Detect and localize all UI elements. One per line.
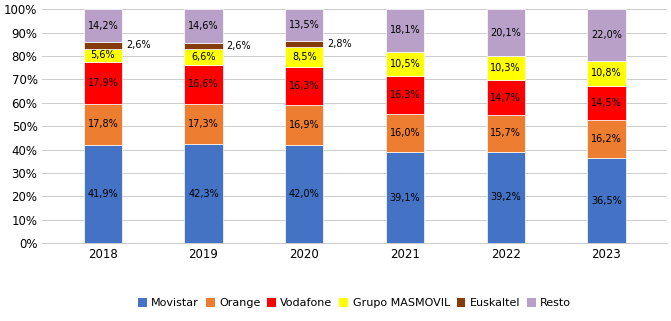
Text: 2,6%: 2,6% [126, 40, 150, 50]
Bar [84, 103, 122, 145]
Text: 8,5%: 8,5% [292, 52, 317, 62]
Bar [84, 62, 122, 103]
Bar [185, 43, 223, 49]
Text: 15,7%: 15,7% [491, 128, 521, 138]
Text: 18,1%: 18,1% [390, 25, 420, 35]
Bar [84, 9, 122, 42]
Bar [587, 120, 625, 158]
Text: 16,3%: 16,3% [289, 81, 319, 91]
Text: 39,2%: 39,2% [491, 192, 521, 203]
Bar [285, 67, 323, 105]
Bar [285, 9, 323, 41]
Text: 2,6%: 2,6% [227, 41, 252, 51]
Bar [486, 115, 525, 152]
Text: 16,9%: 16,9% [289, 120, 319, 130]
Text: 10,8%: 10,8% [591, 68, 622, 78]
Text: 13,5%: 13,5% [289, 20, 319, 30]
Text: 17,3%: 17,3% [188, 119, 219, 129]
Text: 16,3%: 16,3% [390, 90, 420, 100]
Text: 14,6%: 14,6% [189, 21, 219, 31]
Bar [386, 9, 424, 52]
Bar [386, 52, 424, 76]
Text: 14,5%: 14,5% [591, 98, 622, 108]
Bar [386, 152, 424, 243]
Bar [386, 114, 424, 152]
Bar [185, 104, 223, 144]
Legend: Movistar, Orange, Vodafone, Grupo MASMOVIL, Euskaltel, Resto: Movistar, Orange, Vodafone, Grupo MASMOV… [134, 294, 576, 313]
Text: 39,1%: 39,1% [390, 193, 420, 203]
Text: 42,3%: 42,3% [188, 189, 219, 199]
Text: 20,1%: 20,1% [491, 28, 521, 38]
Text: 2,8%: 2,8% [327, 39, 352, 49]
Bar [587, 86, 625, 120]
Text: 14,7%: 14,7% [491, 92, 521, 102]
Bar [587, 9, 625, 61]
Bar [486, 152, 525, 243]
Bar [285, 105, 323, 145]
Bar [587, 61, 625, 86]
Bar [285, 47, 323, 67]
Bar [285, 145, 323, 243]
Bar [486, 80, 525, 115]
Text: 10,5%: 10,5% [390, 59, 420, 69]
Bar [486, 56, 525, 80]
Bar [84, 48, 122, 62]
Bar [185, 9, 223, 43]
Bar [185, 49, 223, 65]
Text: 10,3%: 10,3% [491, 63, 521, 73]
Text: 14,2%: 14,2% [87, 21, 118, 31]
Text: 22,0%: 22,0% [591, 30, 622, 40]
Text: 17,9%: 17,9% [87, 78, 118, 88]
Bar [285, 41, 323, 47]
Text: 16,6%: 16,6% [189, 79, 219, 89]
Text: 41,9%: 41,9% [87, 189, 118, 199]
Bar [185, 144, 223, 243]
Text: 16,0%: 16,0% [390, 128, 420, 138]
Text: 6,6%: 6,6% [191, 52, 216, 62]
Bar [587, 158, 625, 243]
Text: 16,2%: 16,2% [591, 134, 622, 144]
Bar [84, 145, 122, 243]
Text: 17,8%: 17,8% [87, 119, 118, 129]
Bar [386, 76, 424, 114]
Bar [486, 9, 525, 56]
Bar [84, 42, 122, 48]
Text: 5,6%: 5,6% [91, 50, 115, 60]
Bar [185, 65, 223, 104]
Text: 42,0%: 42,0% [289, 189, 319, 199]
Text: 36,5%: 36,5% [591, 195, 622, 205]
